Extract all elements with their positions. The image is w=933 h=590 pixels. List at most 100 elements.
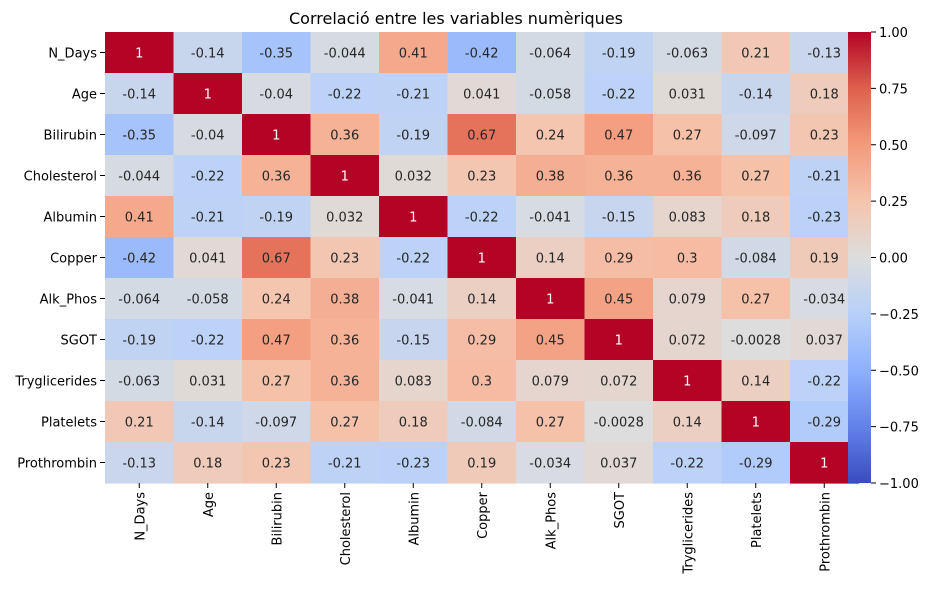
heatmap-cell <box>242 196 312 238</box>
cell-value-label: -0.097 <box>255 416 297 431</box>
cell-value-label: 0.3 <box>471 375 492 390</box>
cell-value-label: 0.27 <box>262 375 291 390</box>
heatmap-cell <box>584 73 654 115</box>
cell-value-label: 0.45 <box>604 293 633 308</box>
cell-value-label: -0.044 <box>324 47 366 62</box>
colorbar: 1.00 0.75 0.50 0.25 0.00 −0.25 −0.50 −0.75 −1.00 <box>848 26 919 492</box>
cell-value-label: 0.083 <box>669 211 706 226</box>
heatmap-cell <box>379 278 449 320</box>
cell-value-label: 0.037 <box>600 457 637 472</box>
cell-value-label: 0.18 <box>193 457 222 472</box>
cell-value-label: -0.0028 <box>594 416 644 431</box>
cell-value-label: 1 <box>683 375 691 390</box>
cell-value-label: 1 <box>752 416 760 431</box>
y-tick-label: Platelets <box>41 416 97 431</box>
heatmap-cell <box>653 237 723 279</box>
cell-value-label: 0.29 <box>467 334 496 349</box>
x-tick-label: Age <box>202 492 217 517</box>
heatmap-cell <box>447 73 517 115</box>
heatmap-cell <box>242 237 312 279</box>
heatmap-cell <box>242 114 312 156</box>
heatmap-cell <box>310 237 380 279</box>
cell-value-label: -0.058 <box>529 88 571 103</box>
cell-value-label: -0.04 <box>191 129 225 144</box>
heatmap-cell <box>516 32 586 74</box>
heatmap-cell <box>790 155 860 197</box>
heatmap-cell <box>310 319 380 361</box>
heatmap-cell <box>516 401 586 443</box>
cell-value-label: -0.35 <box>122 129 156 144</box>
x-tick-label: Platelets <box>750 492 765 548</box>
heatmap-cell <box>721 278 791 320</box>
heatmap-cell <box>516 196 586 238</box>
cell-value-label: -0.23 <box>396 457 430 472</box>
cell-value-label: -0.044 <box>118 170 160 185</box>
cell-value-label: -0.15 <box>602 211 636 226</box>
cell-value-label: -0.063 <box>666 47 708 62</box>
heatmap-cell <box>516 237 586 279</box>
cell-value-label: 1 <box>341 170 349 185</box>
heatmap-cell <box>310 114 380 156</box>
cell-value-label: -0.22 <box>328 88 362 103</box>
cell-value-label: -0.19 <box>122 334 156 349</box>
x-tick-label: Bilirubin <box>270 492 285 545</box>
heatmap-cell <box>379 32 449 74</box>
heatmap-cell <box>653 196 723 238</box>
heatmap-cell <box>584 237 654 279</box>
heatmap-cell <box>653 319 723 361</box>
heatmap-cell <box>721 237 791 279</box>
cell-value-label: 0.36 <box>673 170 702 185</box>
cell-value-label: 0.23 <box>262 457 291 472</box>
heatmap-cell <box>447 237 517 279</box>
heatmap-cell <box>721 319 791 361</box>
x-tick-label: SGOT <box>613 492 628 529</box>
heatmap-cell <box>721 155 791 197</box>
cell-value-label: 0.41 <box>399 47 428 62</box>
heatmap-cell <box>379 114 449 156</box>
cell-value-label: 0.36 <box>330 129 359 144</box>
heatmap-cell <box>173 196 243 238</box>
x-tick-label: Tryglicerides <box>681 492 696 575</box>
cell-value-label: 1 <box>546 293 554 308</box>
heatmap-cell <box>516 73 586 115</box>
cell-value-label: -0.034 <box>803 293 845 308</box>
cell-value-label: 0.18 <box>741 211 770 226</box>
heatmap-cell <box>379 401 449 443</box>
heatmap-cell <box>721 360 791 402</box>
cell-value-label: 0.36 <box>604 170 633 185</box>
heatmap-cell <box>310 32 380 74</box>
cell-value-label: 0.032 <box>395 170 432 185</box>
cell-value-label: 0.38 <box>536 170 565 185</box>
heatmap-cell <box>790 401 860 443</box>
x-tick-label: Alk_Phos <box>544 492 559 550</box>
cell-value-label: -0.04 <box>259 88 293 103</box>
cell-value-label: 0.24 <box>262 293 291 308</box>
cell-value-label: -0.29 <box>807 416 841 431</box>
cell-value-label: 0.19 <box>467 457 496 472</box>
heatmap-cell <box>790 360 860 402</box>
heatmap-cell <box>584 278 654 320</box>
cell-value-label: -0.22 <box>396 252 430 267</box>
heatmap-cell <box>105 442 175 484</box>
heatmap-cell <box>173 237 243 279</box>
heatmap-cell <box>721 196 791 238</box>
cell-value-label: -0.041 <box>529 211 571 226</box>
heatmap-cell <box>379 155 449 197</box>
cell-value-label: 0.041 <box>189 252 226 267</box>
cell-value-label: -0.058 <box>187 293 229 308</box>
heatmap-cell <box>105 196 175 238</box>
heatmap-cell <box>447 401 517 443</box>
cell-value-label: -0.15 <box>396 334 430 349</box>
heatmap-cell <box>653 278 723 320</box>
heatmap-cell <box>653 155 723 197</box>
heatmap-cell <box>173 155 243 197</box>
cell-value-label: 0.27 <box>741 170 770 185</box>
heatmap-cell <box>516 278 586 320</box>
heatmap-cell <box>242 442 312 484</box>
heatmap-cell <box>653 114 723 156</box>
cell-value-label: 0.14 <box>536 252 565 267</box>
heatmap-cell <box>105 401 175 443</box>
cell-value-label: -0.14 <box>191 47 225 62</box>
cell-value-label: 1 <box>409 211 417 226</box>
colorbar-gradient <box>848 32 871 483</box>
